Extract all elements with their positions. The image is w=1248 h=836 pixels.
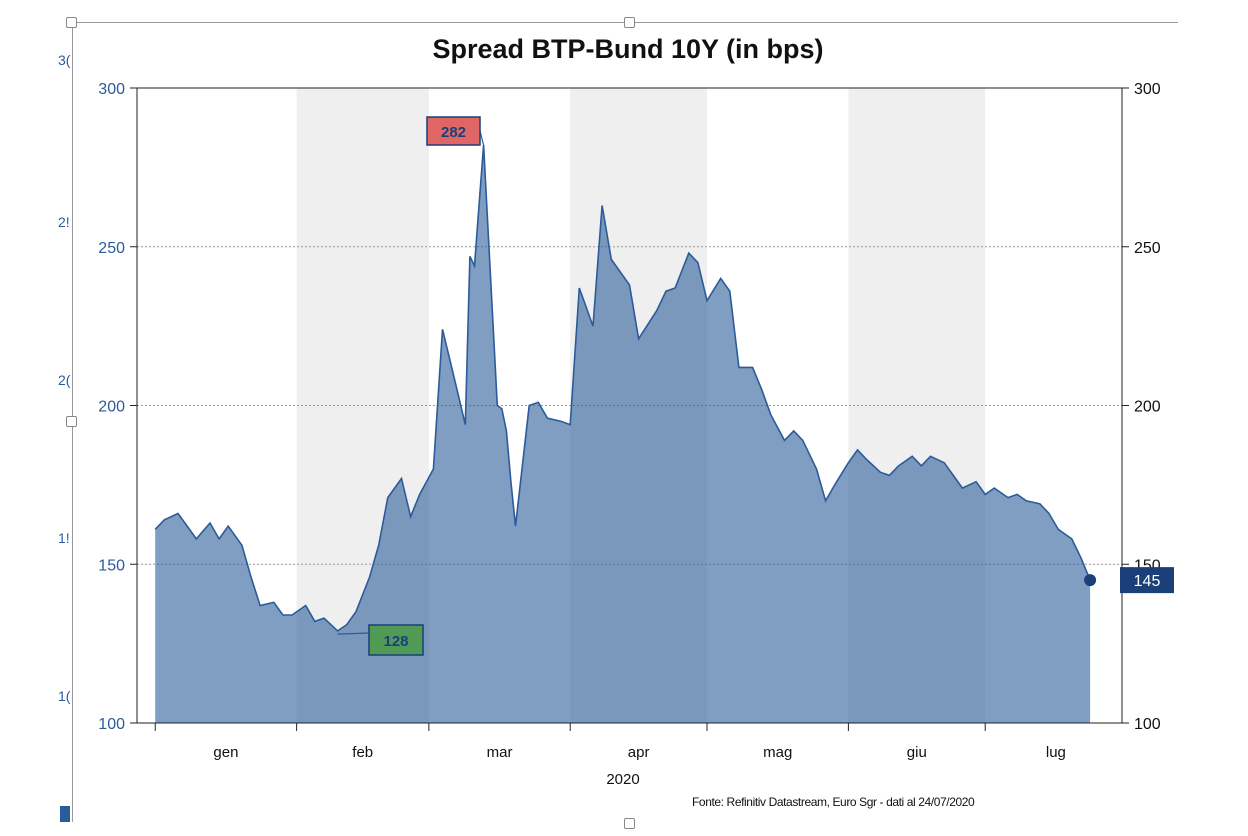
y-tick-label-left: 100 xyxy=(98,716,125,733)
cropped-blue-marker xyxy=(60,806,70,822)
y-tick-label-left: 150 xyxy=(98,557,125,574)
annotation-min-leader xyxy=(337,632,370,635)
x-tick-label: apr xyxy=(628,744,650,761)
annotation-max-box xyxy=(426,116,481,146)
annotation-min-box xyxy=(368,624,424,656)
x-tick-label: giu xyxy=(907,744,927,761)
x-tick-label: gen xyxy=(213,744,238,761)
source-note: Fonte: Refinitiv Datastream, Euro Sgr - … xyxy=(692,795,975,809)
annotation-max-label: 282 xyxy=(441,124,466,141)
y-tick-label-left: 300 xyxy=(98,81,125,98)
cropped-axis-label-2: 2! xyxy=(58,214,70,230)
resize-handle-top-left[interactable] xyxy=(66,17,77,28)
resize-handle-bottom-center[interactable] xyxy=(624,818,635,829)
chart-title: Spread BTP-Bund 10Y (in bps) xyxy=(432,34,823,64)
cropped-axis-label-5: 1( xyxy=(58,688,71,704)
last-value-box xyxy=(1120,567,1174,594)
x-tick-label: mag xyxy=(763,744,792,761)
resize-handle-middle-left[interactable] xyxy=(66,416,77,427)
x-axis-label: 2020 xyxy=(606,771,639,788)
x-tick-label: lug xyxy=(1046,744,1066,761)
y-tick-label-right: 250 xyxy=(1134,240,1161,257)
cropped-axis-label-4: 1! xyxy=(58,530,70,546)
y-tick-label-right: 300 xyxy=(1134,81,1161,98)
resize-handle-top-center[interactable] xyxy=(624,17,635,28)
series-line xyxy=(154,145,1091,632)
last-value-label: 145 xyxy=(1134,573,1161,590)
y-tick-label-right: 200 xyxy=(1134,399,1161,416)
cropped-axis-label-3: 2( xyxy=(58,372,71,388)
cropped-axis-label-1: 3( xyxy=(58,52,71,68)
last-value-dot xyxy=(1084,574,1097,587)
y-tick-label-right: 100 xyxy=(1134,716,1161,733)
series-area xyxy=(155,145,1091,724)
x-tick-label: feb xyxy=(352,744,373,761)
y-tick-label-left: 200 xyxy=(98,399,125,416)
x-tick-label: mar xyxy=(487,744,513,761)
y-tick-label-left: 250 xyxy=(98,240,125,257)
annotation-min-label: 128 xyxy=(383,633,408,650)
